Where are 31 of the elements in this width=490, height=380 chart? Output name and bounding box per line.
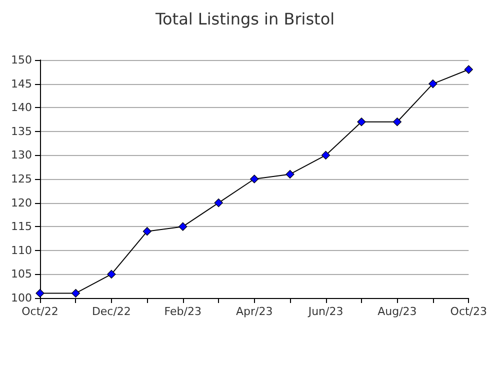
y-tick-label: 105 [11, 268, 32, 281]
point [428, 80, 438, 88]
x-tick-label: Aug/23 [378, 305, 417, 318]
y-tick-label: 150 [11, 54, 32, 66]
point [357, 118, 366, 126]
x-tick-label: Apr/23 [236, 305, 273, 318]
y-tick-label: 100 [11, 292, 32, 304]
point [178, 222, 188, 231]
point [392, 118, 402, 126]
point [464, 65, 473, 74]
x-tick-label: Oct/22 [22, 305, 58, 318]
x-tick-label: Dec/22 [92, 305, 131, 318]
point [250, 174, 259, 184]
x-tick-label: Feb/23 [164, 305, 202, 318]
y-tick-label: 115 [11, 220, 32, 234]
point [286, 170, 294, 179]
x-tick-label: Jun/23 [307, 305, 344, 318]
point [321, 150, 330, 160]
y-tick-label: 130 [11, 148, 32, 162]
y-tick-label: 140 [11, 101, 32, 114]
point [107, 270, 116, 278]
y-tick-label: 110 [11, 244, 32, 257]
y-tick-label: 120 [11, 196, 32, 210]
y-tick-label: 135 [11, 124, 32, 138]
point [71, 288, 80, 298]
chart-title: Total Listings in Bristol [154, 10, 335, 28]
point [214, 198, 223, 208]
y-tick-label: 145 [11, 77, 32, 90]
y-tick-label: 125 [11, 172, 32, 186]
point [142, 227, 152, 236]
x-tick-label: Oct/23 [450, 305, 488, 318]
